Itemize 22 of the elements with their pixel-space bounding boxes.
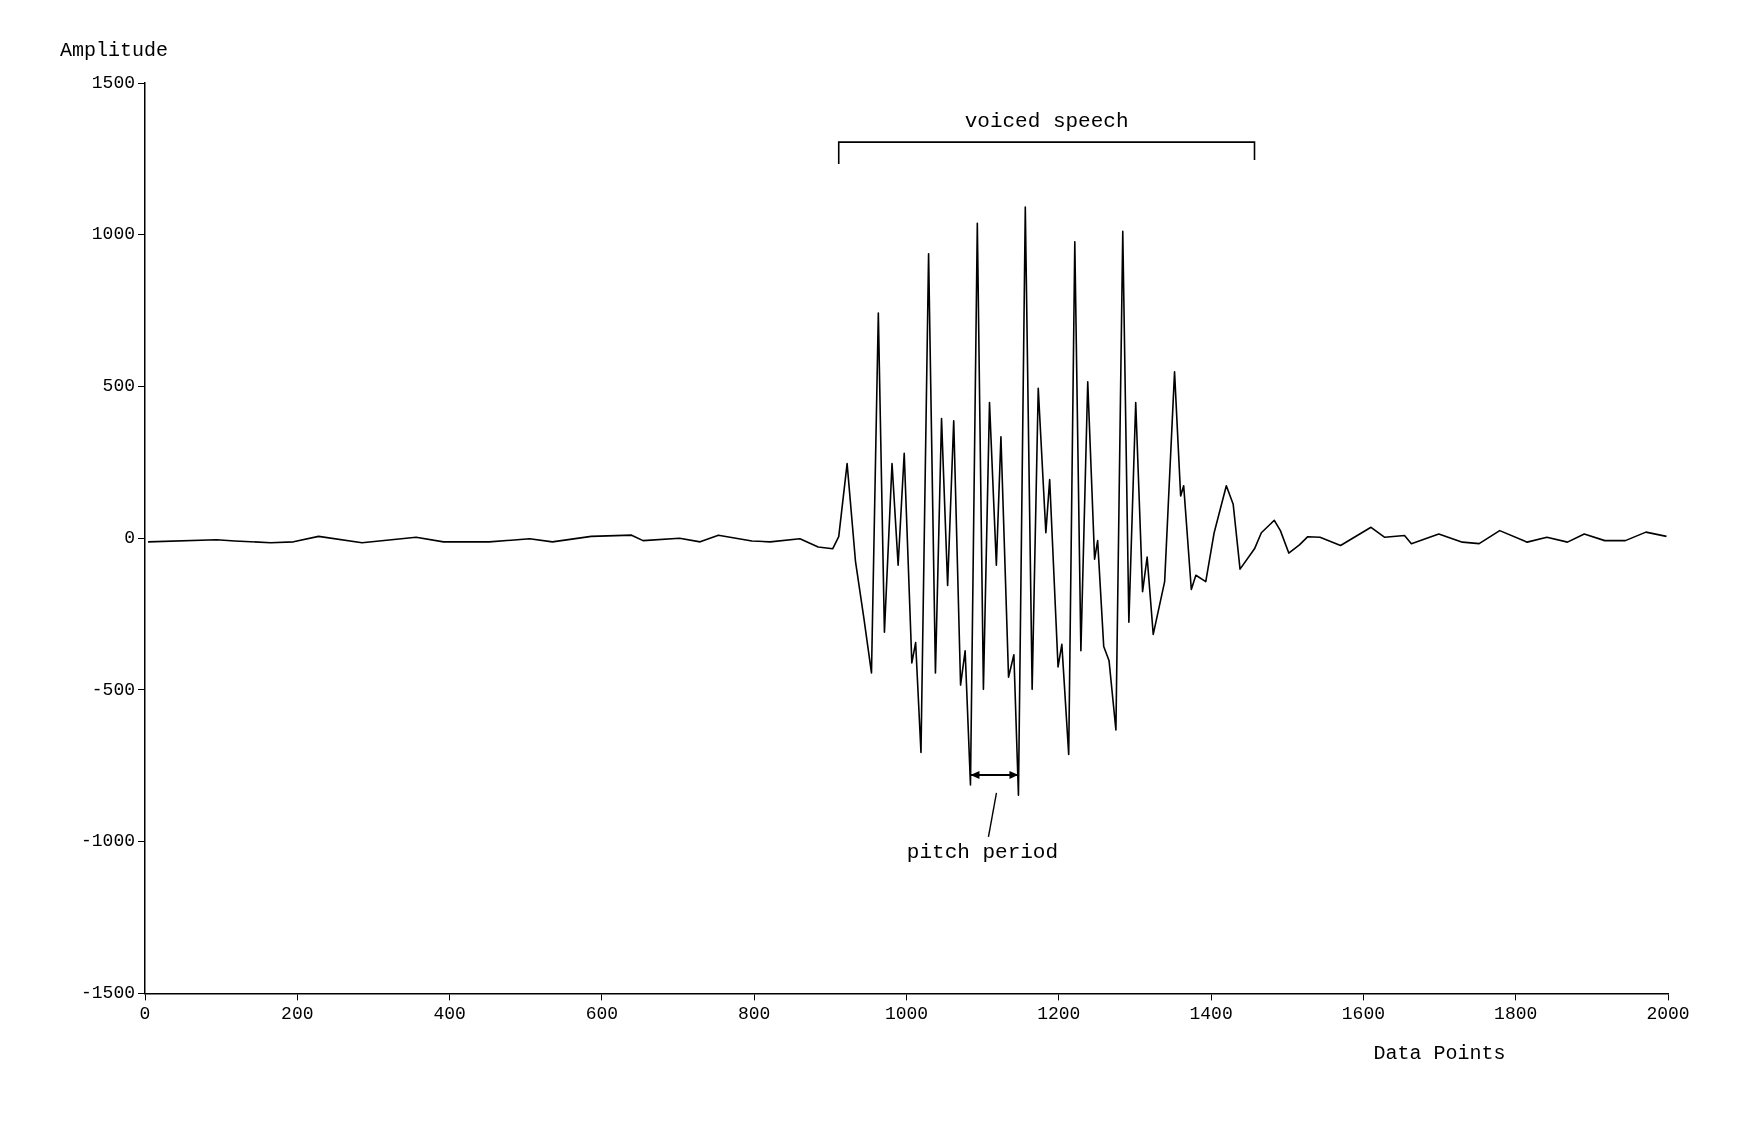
x-tick-label: 800 bbox=[738, 1003, 771, 1024]
y-tick-label: 1000 bbox=[91, 224, 136, 245]
x-tick-label: 1800 bbox=[1494, 1003, 1538, 1024]
y-tick-label: -1000 bbox=[80, 831, 136, 852]
x-tick-label: 200 bbox=[281, 1003, 314, 1024]
x-axis-title: Data Points bbox=[1373, 1041, 1506, 1065]
y-tick-label: -500 bbox=[91, 679, 136, 700]
annotation: voiced speech bbox=[963, 109, 1130, 136]
x-tick-label: 0 bbox=[139, 1003, 151, 1024]
x-tick-label: 1200 bbox=[1037, 1003, 1081, 1024]
x-tick-label: 600 bbox=[585, 1003, 619, 1024]
x-tick-label: 1000 bbox=[884, 1003, 929, 1024]
x-tick-label: 400 bbox=[433, 1003, 466, 1024]
y-tick-label: 0 bbox=[124, 527, 136, 548]
x-tick-label: 1600 bbox=[1341, 1003, 1386, 1024]
y-tick-label: -1500 bbox=[80, 983, 136, 1004]
x-tick-label: 2000 bbox=[1646, 1003, 1690, 1024]
y-tick-label: 1500 bbox=[91, 72, 136, 93]
x-tick-label: 1400 bbox=[1189, 1003, 1233, 1024]
annotation: pitch period bbox=[905, 839, 1060, 866]
y-axis-title: Amplitude bbox=[60, 39, 169, 63]
y-tick-label: 500 bbox=[102, 376, 136, 397]
